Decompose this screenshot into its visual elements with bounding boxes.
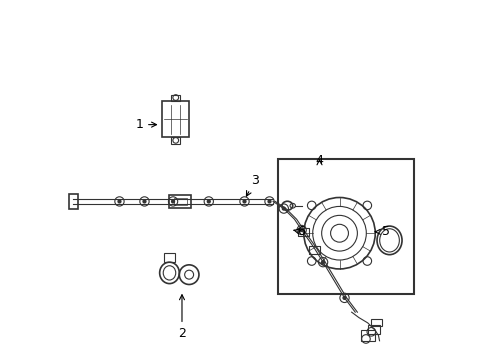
Bar: [162, 102, 189, 137]
Bar: [308, 246, 319, 253]
Circle shape: [207, 200, 210, 203]
Circle shape: [143, 200, 145, 203]
Bar: [360, 330, 374, 341]
Bar: [370, 319, 381, 327]
Bar: [69, 194, 78, 209]
Circle shape: [300, 229, 303, 231]
Text: 2: 2: [178, 295, 185, 340]
Bar: [171, 137, 180, 144]
Circle shape: [243, 200, 245, 203]
Text: 1: 1: [135, 118, 156, 131]
Bar: [278, 158, 413, 294]
Circle shape: [118, 200, 121, 203]
Text: 4: 4: [315, 154, 323, 167]
Text: 3: 3: [246, 174, 259, 196]
Circle shape: [321, 261, 324, 264]
Bar: [171, 95, 180, 102]
Circle shape: [343, 296, 345, 299]
Bar: [164, 253, 175, 262]
Bar: [173, 198, 186, 205]
Circle shape: [282, 207, 285, 210]
Bar: [298, 228, 308, 236]
Text: 6: 6: [293, 225, 304, 238]
Circle shape: [267, 200, 270, 203]
Circle shape: [171, 200, 174, 203]
Bar: [367, 325, 380, 334]
Bar: [169, 195, 190, 208]
Text: 5: 5: [374, 225, 389, 238]
